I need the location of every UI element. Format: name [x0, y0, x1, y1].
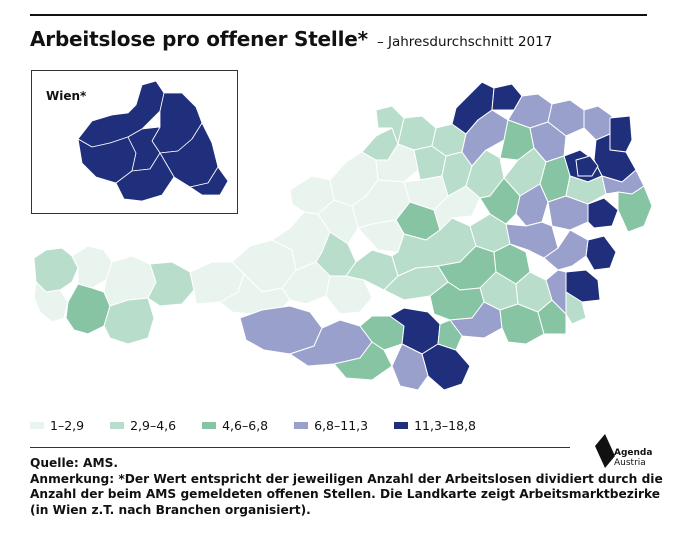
- region-bgld-3: [543, 229, 589, 271]
- remark-line-1: Anmerkung: *Der Wert entspricht der jewe…: [30, 471, 663, 486]
- wien-district-7: [189, 166, 229, 196]
- region-wien-main: [575, 155, 599, 177]
- region-ktn-3: [333, 341, 393, 381]
- legend-item: 6,8–11,3: [294, 418, 368, 433]
- region-noe-10: [609, 115, 633, 153]
- region-bgld-6: [565, 291, 587, 325]
- logo-line-2: Austria: [614, 458, 646, 468]
- logo-line-1: Agenda: [614, 448, 653, 458]
- vienna-inset: Wien*: [31, 70, 238, 214]
- legend-item: 1–2,9: [30, 418, 84, 433]
- region-ktn-5: [421, 343, 471, 391]
- notes: Quelle: AMS. Anmerkung: *Der Wert entspr…: [30, 456, 663, 518]
- legend-swatch: [202, 422, 217, 429]
- page-subtitle: – Jahresdurchschnitt 2017: [376, 34, 553, 50]
- region-tirol-2: [103, 297, 155, 345]
- remark-line-2: Anzahl der beim AMS gemeldeten offenen S…: [30, 487, 661, 501]
- wien-district-6: [115, 152, 175, 202]
- region-tirol-7: [219, 273, 291, 315]
- region-noe-19: [587, 197, 619, 229]
- region-noe-15: [479, 177, 521, 225]
- legend-label: 6,8–11,3: [314, 418, 369, 433]
- legend: 1–2,9 2,9–4,6 4,6–6,8 6,8–11,3 11,3–18,8: [30, 418, 476, 433]
- legend-item: 2,9–4,6: [110, 418, 176, 433]
- region-ooe-6: [397, 115, 437, 151]
- region-sbg-5: [325, 275, 373, 315]
- agenda-austria-logo-icon: [595, 434, 615, 468]
- inset-label: Wien*: [46, 89, 87, 103]
- region-tirol-3: [147, 261, 195, 307]
- region-osttirol: [239, 305, 323, 355]
- top-rule: [30, 14, 647, 16]
- region-west-2: [33, 281, 69, 323]
- page-title: Arbeitslose pro offener Stelle*: [30, 27, 368, 51]
- title-row: Arbeitslose pro offener Stelle* – Jahres…: [30, 27, 552, 51]
- legend-swatch: [394, 422, 409, 429]
- region-west-1: [33, 247, 79, 293]
- legend-swatch: [110, 422, 125, 429]
- legend-item: 11,3–18,8: [394, 418, 476, 433]
- region-stmk-11: [537, 299, 567, 335]
- legend-item: 4,6–6,8: [202, 418, 268, 433]
- legend-label: 11,3–18,8: [414, 418, 477, 433]
- region-bgld-2: [585, 235, 617, 271]
- remark-line-3: (in Wien z.T. nach Branchen organisiert)…: [30, 502, 311, 517]
- region-west-4: [65, 283, 111, 335]
- austria-map: [33, 81, 653, 391]
- legend-swatch: [294, 422, 309, 429]
- vienna-inset-map: [77, 80, 229, 202]
- bottom-rule: [30, 447, 570, 448]
- legend-label: 2,9–4,6: [130, 418, 177, 433]
- region-ktn-6: [391, 343, 429, 391]
- logo-text: Agenda Austria: [614, 448, 652, 468]
- region-ktn-7: [437, 319, 463, 351]
- legend-label: 4,6–6,8: [222, 418, 269, 433]
- legend-swatch: [30, 422, 44, 429]
- region-bgld-1: [617, 185, 653, 233]
- legend-label: 1–2,9: [50, 418, 85, 433]
- source-note: Quelle: AMS.: [30, 456, 119, 470]
